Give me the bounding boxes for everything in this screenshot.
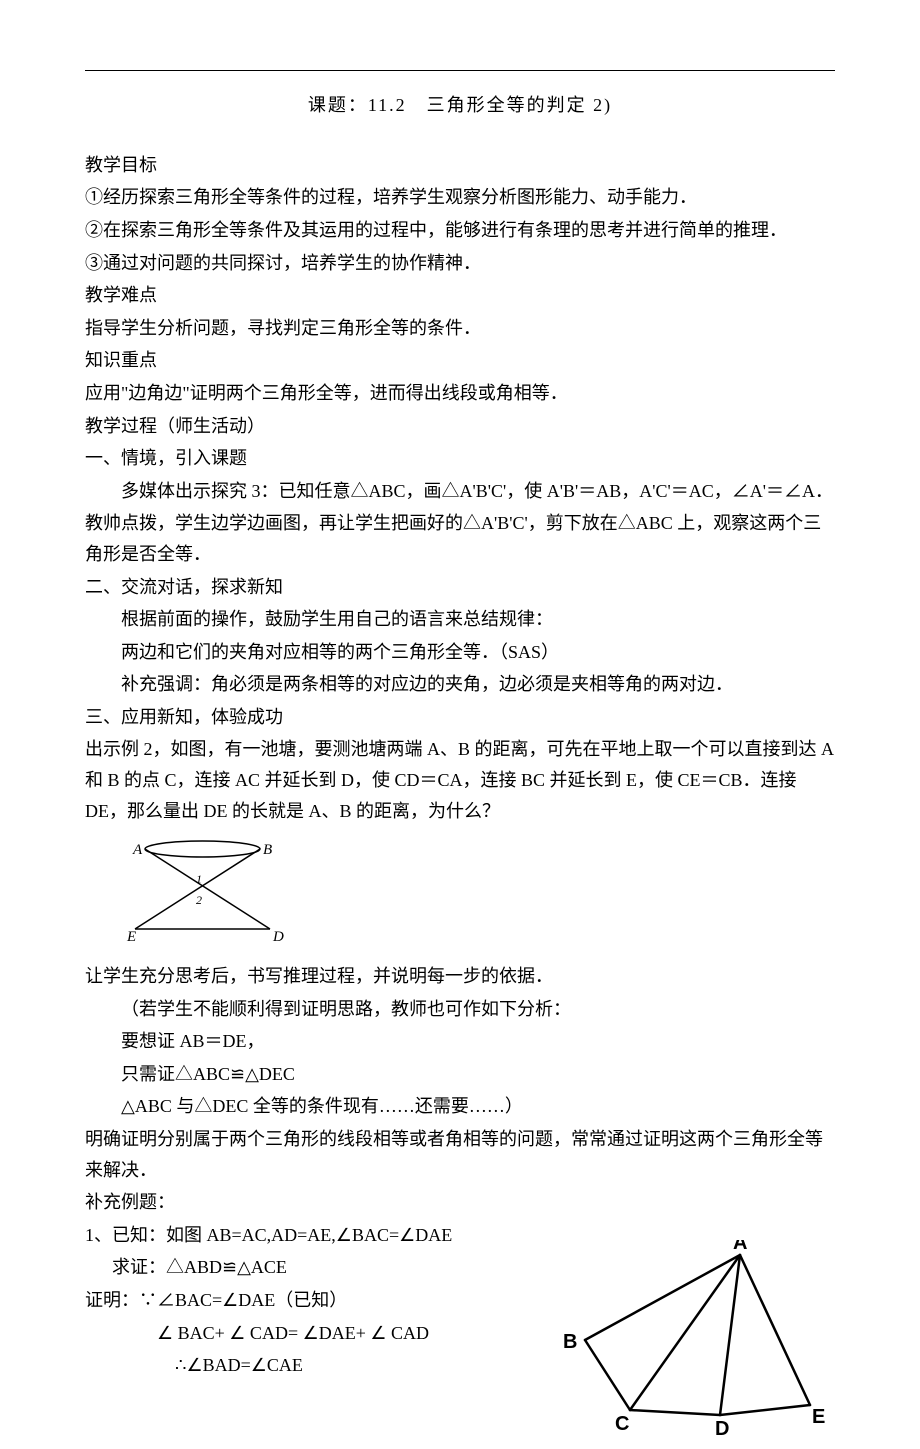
part3-line7: 明确证明分别属于两个三角形的线段相等或者角相等的问题，常常通过证明这两个三角形全…: [85, 1124, 835, 1185]
objective-3: ③通过对问题的共同探讨，培养学生的协作精神．: [85, 248, 835, 279]
proof-line2: ∠ BAC+ ∠ CAD= ∠DAE+ ∠ CAD: [85, 1318, 505, 1349]
example1-line2: 求证：△ABD≌△ACE: [85, 1252, 505, 1283]
svg-text:A: A: [733, 1240, 747, 1254]
bottom-section: 1、已知：如图 AB=AC,AD=AE,∠BAC=∠DAE 求证：△ABD≌△A…: [85, 1220, 835, 1381]
objective-2: ②在探索三角形全等条件及其运用的过程中，能够进行有条理的思考并进行简单的推理．: [85, 215, 835, 246]
part3-line2: 让学生充分思考后，书写推理过程，并说明每一步的依据．: [85, 961, 835, 992]
part2-header: 二、交流对话，探求新知: [85, 572, 835, 603]
figure2-container: A B C D E: [545, 1240, 825, 1449]
part3-line1: 出示例 2，如图，有一池塘，要测池塘两端 A、B 的距离，可先在平地上取一个可以…: [85, 734, 835, 826]
svg-text:A: A: [132, 842, 143, 858]
part1-line2: 教帅点拨，学生边学边画图，再让学生把画好的△A'B'C'，剪下放在△ABC 上，…: [85, 508, 835, 569]
example1-line1: 1、已知：如图 AB=AC,AD=AE,∠BAC=∠DAE: [85, 1220, 505, 1251]
svg-text:D: D: [715, 1418, 729, 1440]
part3-line5: 只需证△ABC≌△DEC: [85, 1059, 835, 1090]
objective-1: ①经历探索三角形全等条件的过程，培养学生观察分析图形能力、动手能力．: [85, 182, 835, 213]
svg-text:1: 1: [196, 872, 202, 886]
figure1-container: A B E D 1 2: [85, 834, 835, 953]
part1-line1: 多媒体出示探究 3：已知任意△ABC，画△A'B'C'，使 A'B'＝AB，A'…: [85, 476, 835, 507]
svg-text:2: 2: [196, 893, 202, 907]
proof-line1: 证明：∵∠BAC=∠DAE（已知）: [85, 1285, 505, 1316]
part3-line4: 要想证 AB＝DE，: [85, 1026, 835, 1057]
part3-header: 三、应用新知，体验成功: [85, 702, 835, 733]
part3-line6: △ABC 与△DEC 全等的条件现有……还需要……）: [85, 1091, 835, 1122]
svg-text:E: E: [126, 929, 136, 944]
figure1-pond-diagram: A B E D 1 2: [125, 834, 295, 944]
supplement-header: 补充例题：: [85, 1187, 835, 1218]
difficulty-header: 教学难点: [85, 280, 835, 311]
objectives-header: 教学目标: [85, 150, 835, 181]
process-header: 教学过程（师生活动）: [85, 411, 835, 442]
document-title: 课题：11.2 三角形全等的判定 2): [85, 91, 835, 120]
proof-line3: ∴∠BAD=∠CAE: [85, 1350, 505, 1381]
part2-line1: 根据前面的操作，鼓励学生用自己的语言来总结规律：: [85, 604, 835, 635]
key-text: 应用"边角边"证明两个三角形全等，进而得出线段或角相等．: [85, 378, 835, 409]
part1-header: 一、情境，引入课题: [85, 443, 835, 474]
svg-text:E: E: [812, 1406, 825, 1428]
key-header: 知识重点: [85, 345, 835, 376]
svg-text:B: B: [563, 1331, 577, 1353]
part3-line3: （若学生不能顺利得到证明思路，教师也可作如下分析：: [85, 994, 835, 1025]
part2-line3: 补充强调：角必须是两条相等的对应边的夹角，边必须是夹相等角的两对边．: [85, 669, 835, 700]
figure2-triangle-diagram: A B C D E: [545, 1240, 825, 1440]
svg-text:B: B: [263, 842, 272, 858]
part2-line2: 两边和它们的夹角对应相等的两个三角形全等．（SAS）: [85, 637, 835, 668]
example-text: 1、已知：如图 AB=AC,AD=AE,∠BAC=∠DAE 求证：△ABD≌△A…: [85, 1220, 505, 1381]
top-divider: [85, 70, 835, 71]
difficulty-text: 指导学生分析问题，寻找判定三角形全等的条件．: [85, 313, 835, 344]
svg-text:C: C: [615, 1413, 629, 1435]
svg-text:D: D: [272, 929, 284, 944]
